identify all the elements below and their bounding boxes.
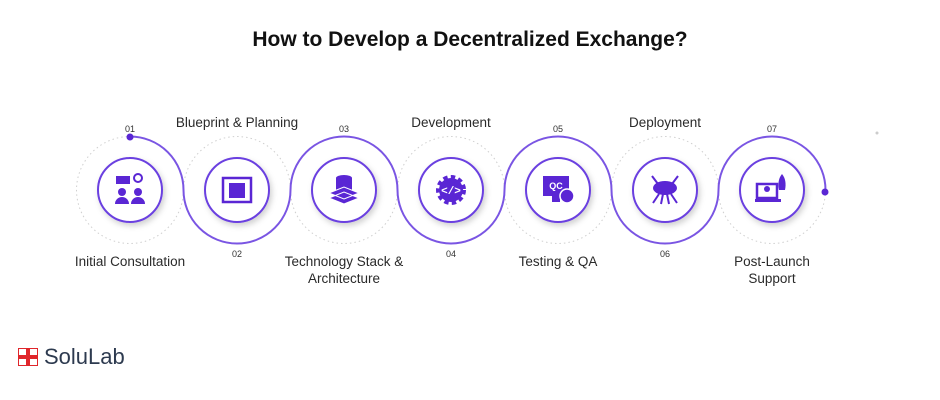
step-03-badge [311, 157, 377, 223]
step-07-badge [739, 157, 805, 223]
end-dot [821, 188, 829, 196]
flow-line [129, 135, 827, 245]
database-stack-icon [327, 175, 361, 205]
step-02-badge [204, 157, 270, 223]
step-05-number: 05 [552, 124, 563, 134]
svg-text:QC: QC [549, 181, 563, 191]
step-02-number: 02 [231, 249, 242, 259]
step-01-number: 01 [124, 124, 135, 134]
step-01-badge [97, 157, 163, 223]
step-04-badge: </> [418, 157, 484, 223]
step-01-label: Initial Consultation [74, 254, 186, 269]
step-03-label: Technology Stack & Architecture [284, 254, 404, 286]
step-06-badge [632, 157, 698, 223]
cloud-network-icon [651, 175, 679, 205]
blueprint-icon [221, 176, 253, 204]
solulab-logo: SoluLab [18, 344, 125, 370]
svg-text:</>: </> [441, 186, 461, 198]
step-06-number: 06 [659, 249, 670, 259]
rocket-laptop-icon [755, 174, 786, 202]
step-04-label: Development [411, 115, 491, 130]
qc-monitor-icon: QC [543, 176, 575, 204]
step-07-label: Post-Launch Support [734, 254, 810, 286]
step-04-number: 04 [445, 249, 456, 259]
step-03-number: 03 [338, 124, 349, 134]
step-06-label: Deployment [628, 115, 702, 130]
page-title: How to Develop a Decentralized Exchange? [252, 28, 688, 51]
logo-text: SoluLab [44, 344, 125, 369]
step-02-label: Blueprint & Planning [175, 115, 299, 130]
step-07-number: 07 [766, 124, 777, 134]
decor-dot [875, 131, 879, 135]
start-dot [126, 133, 134, 141]
step-05-label: Testing & QA [518, 254, 598, 269]
solulab-logo-icon [18, 348, 38, 366]
code-gear-icon: </> [436, 175, 466, 205]
consultation-icon [115, 173, 145, 204]
step-05-badge: QC [525, 157, 591, 223]
